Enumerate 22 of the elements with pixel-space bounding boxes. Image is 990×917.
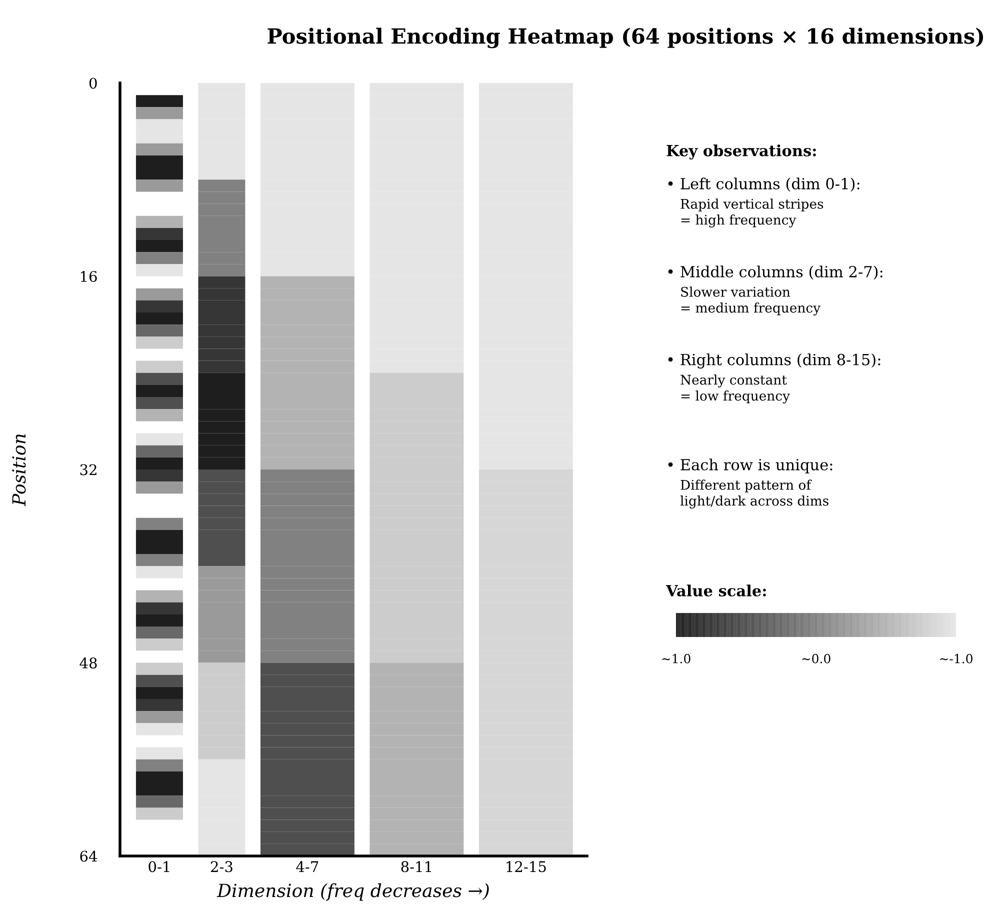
x-tick-label: 12-15	[506, 861, 546, 872]
color-bar-label: ~-1.0	[940, 654, 972, 664]
x-tick-label: 8-11	[401, 861, 431, 872]
text: Key observations:	[666, 144, 816, 160]
y-tick-label: 32	[80, 464, 96, 476]
text: • Right columns (dim 8-15): Nearly constant = low frequency	[668, 354, 880, 404]
y-axis-title: Position	[12, 434, 26, 506]
text: • Each row is unique: Different pattern of light/dark across dims	[668, 458, 832, 508]
x-tick-label: 2-3	[210, 861, 232, 872]
x-tick-label: 4-7	[296, 861, 318, 872]
y-tick-label: 64	[80, 850, 98, 862]
text: • Left columns (dim 0-1): Rapid vertical stripes = high frequency	[668, 178, 860, 228]
color-bar-title: Value scale:	[666, 584, 766, 596]
y-tick-label: 48	[80, 657, 97, 668]
color-bar-label: ~0.0	[802, 654, 830, 664]
chart-title: Positional Encoding Heatmap (64 positions × 16 dimensions)	[268, 28, 984, 48]
x-axis-title: Dimension (freq decreases →)	[216, 883, 489, 901]
text: • Middle columns (dim 2-7): Slower variation = medium frequency	[668, 266, 882, 316]
y-tick-label: 16	[81, 270, 97, 282]
color-bar-label: ~1.0	[662, 654, 690, 664]
x-tick-label: 0-1	[148, 861, 170, 872]
y-tick-label: 0	[89, 78, 97, 89]
